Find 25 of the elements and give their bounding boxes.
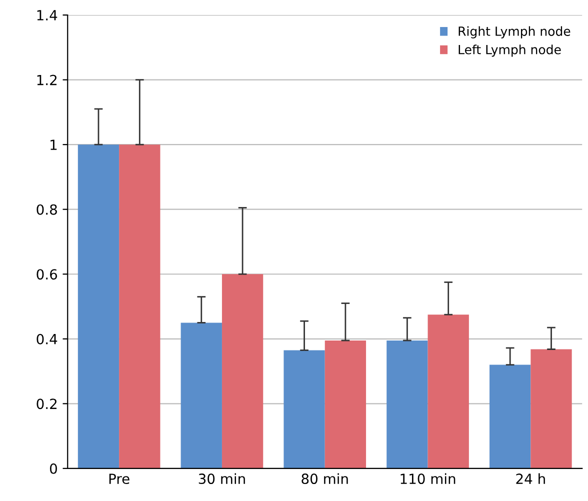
bar xyxy=(490,364,531,468)
bar xyxy=(180,322,222,468)
x-tick-label: 110 min xyxy=(400,473,456,484)
x-tick-label: 80 min xyxy=(302,473,348,484)
bar xyxy=(119,144,160,468)
bar xyxy=(324,340,366,468)
x-tick-label: Pre xyxy=(109,474,130,484)
y-tick-label: 0 xyxy=(50,463,57,474)
x-tick-label: 30 min xyxy=(198,473,245,484)
bar xyxy=(530,349,572,468)
bar xyxy=(222,274,264,468)
y-tick-label: 1.4 xyxy=(37,10,58,20)
y-tick-label: 0.8 xyxy=(36,204,57,215)
legend-label: Left Lymph node xyxy=(458,44,561,57)
bar xyxy=(78,144,120,468)
y-tick-label: 0.4 xyxy=(36,334,58,344)
bar xyxy=(428,314,469,468)
bar xyxy=(386,340,428,468)
x-tick-label: 24 h xyxy=(516,473,545,484)
legend-label: Right Lymph node xyxy=(458,26,570,38)
y-tick-label: 1.2 xyxy=(37,74,57,86)
y-tick-label: 0.2 xyxy=(36,398,57,410)
y-tick-label: 1 xyxy=(50,140,57,150)
y-tick-label: 0.6 xyxy=(36,269,58,280)
bar xyxy=(284,350,325,468)
